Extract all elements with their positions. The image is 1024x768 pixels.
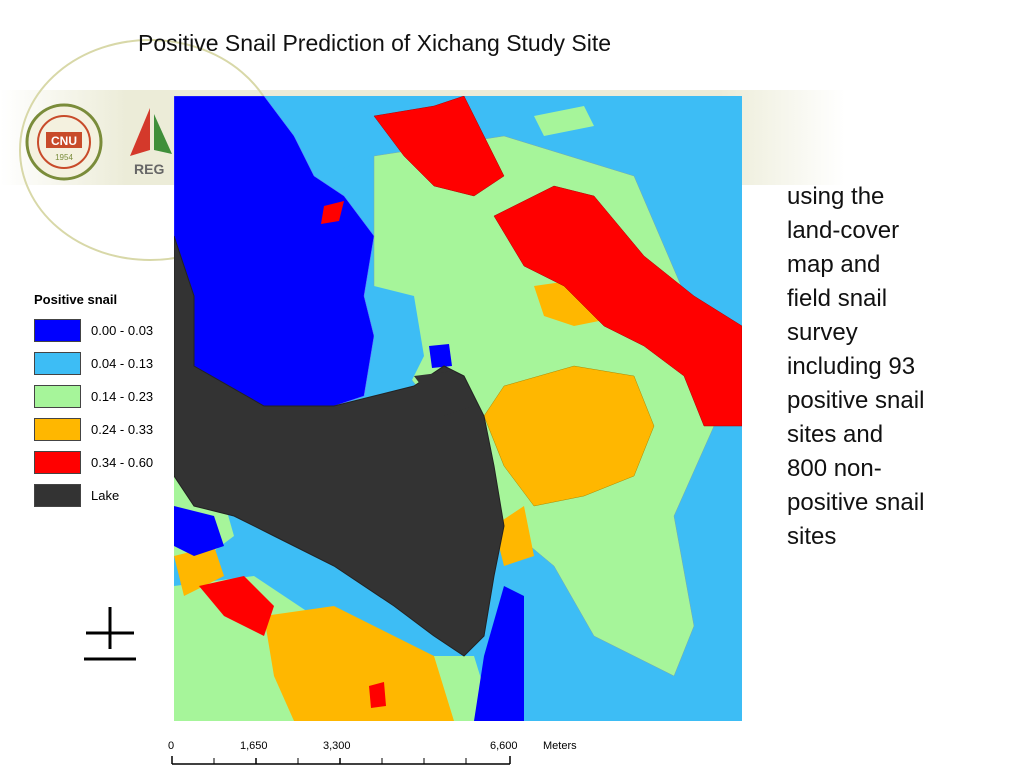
red-sail-logo: REG [130, 108, 172, 177]
cnu-logo-text: CNU [51, 134, 77, 148]
legend-title: Positive snail [34, 292, 118, 307]
snail-prediction-map [174, 96, 742, 721]
legend-swatch [34, 352, 81, 375]
scale-label: 6,600 [490, 740, 518, 752]
scale-label: 3,300 [323, 740, 351, 752]
map-region-0-24-0-33 [483, 365, 655, 507]
description-text: using the land-cover map and field snail… [787, 183, 925, 550]
legend-swatch [34, 484, 81, 507]
cnu-seal-logo: CNU 1954 [25, 103, 103, 181]
map-region-0-00-0-03 [474, 586, 524, 721]
legend-label: 0.34 - 0.60 [91, 455, 154, 470]
legend-swatch [34, 451, 81, 474]
lake-region [414, 371, 474, 416]
scale-ticks [171, 756, 511, 765]
scale-label: 1,650 [240, 740, 268, 752]
north-arrow-icon [84, 607, 136, 661]
lake-region [174, 235, 505, 657]
map-region-0-24-0-33 [174, 546, 224, 596]
legend-item: 0.24 - 0.33 [34, 413, 174, 446]
map-region-0-00-0-03 [429, 344, 452, 368]
map-region-0-24-0-33 [494, 506, 534, 566]
legend-item: 0.14 - 0.23 [34, 380, 174, 413]
legend-label: 0.04 - 0.13 [91, 356, 154, 371]
legend-item: Lake [34, 479, 174, 512]
svg-text:REG: REG [134, 161, 164, 177]
map-region-0-34-0-60 [369, 682, 386, 708]
map-region-0-04-0-13 [374, 286, 424, 396]
scale-bar: 0 1,650 3,300 6,600 Meters [160, 738, 600, 768]
legend-swatch [34, 319, 81, 342]
map-region-0-34-0-60 [321, 201, 344, 224]
map-region-0-00-0-03 [174, 506, 224, 556]
map-region-0-14-0-23 [534, 106, 594, 136]
legend-label: 0.24 - 0.33 [91, 422, 154, 437]
legend-item: 0.00 - 0.03 [34, 314, 174, 347]
legend-label: 0.00 - 0.03 [91, 323, 154, 338]
legend-label: 0.14 - 0.23 [91, 389, 154, 404]
legend-item: 0.04 - 0.13 [34, 347, 174, 380]
map-region-0-34-0-60 [493, 185, 742, 427]
map-region-0-34-0-60 [373, 96, 505, 197]
map-legend: Positive snail 0.00 - 0.03 0.04 - 0.13 0… [34, 292, 174, 512]
map-region-0-34-0-60 [199, 576, 274, 636]
legend-item: 0.34 - 0.60 [34, 446, 174, 479]
legend-label: Lake [91, 488, 120, 503]
legend-swatch [34, 385, 81, 408]
scale-unit: Meters [543, 740, 577, 752]
map-region-0-24-0-33 [264, 606, 454, 721]
map-region-0-04-0-13 [294, 96, 374, 176]
scale-label: 0 [168, 740, 175, 752]
page-title: Positive Snail Prediction of Xichang Stu… [138, 30, 612, 56]
svg-text:1954: 1954 [55, 153, 73, 162]
legend-swatch [34, 418, 81, 441]
